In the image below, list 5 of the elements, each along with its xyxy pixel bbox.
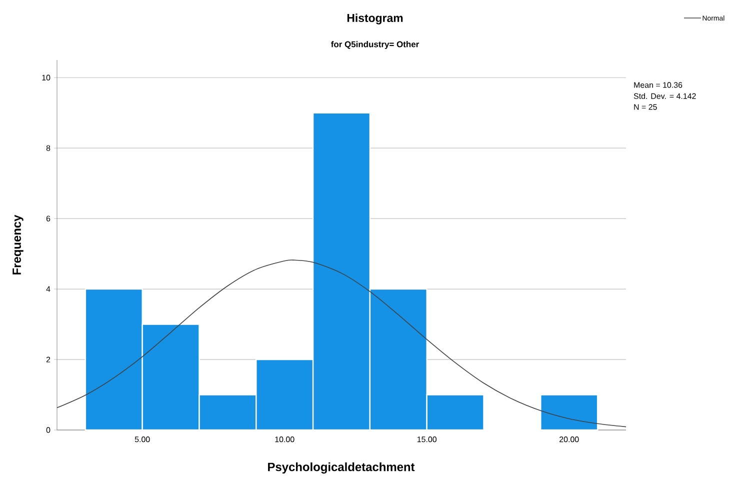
x-axis-title: Psychologicaldetachment (268, 462, 415, 474)
y-axis-title: Frequency (12, 214, 24, 274)
chart-subtitle: for Q5industry= Other (331, 41, 419, 49)
chart-title: Histogram (347, 14, 403, 24)
line-series (56, 260, 626, 428)
